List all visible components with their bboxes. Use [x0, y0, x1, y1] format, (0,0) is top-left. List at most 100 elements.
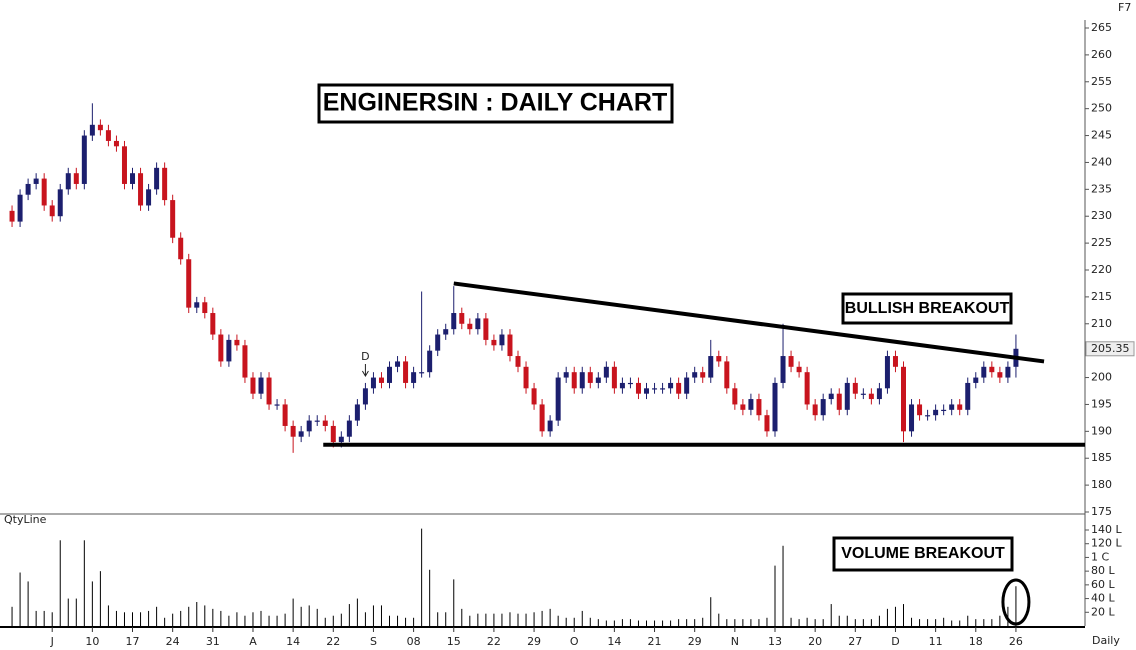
candle-body — [981, 366, 987, 378]
annotation-box — [832, 536, 1014, 572]
candle-body — [644, 388, 650, 394]
candle-body — [178, 237, 184, 260]
y-tick-label: 20 L — [1091, 605, 1115, 618]
candle-body — [523, 366, 529, 389]
x-tick-label: 24 — [166, 635, 180, 648]
x-tick-label: 29 — [688, 635, 702, 648]
x-tick-label: 15 — [447, 635, 461, 648]
candle-body — [539, 404, 545, 432]
corner-label: F7 — [1118, 1, 1131, 14]
candle-body — [515, 356, 521, 367]
last-price-box — [1085, 341, 1135, 357]
x-axis-label: Daily — [1092, 634, 1120, 647]
candle-body — [619, 382, 625, 389]
candle-body — [378, 377, 384, 383]
y-tick-label: 220 — [1091, 263, 1112, 276]
candle-body — [724, 361, 730, 389]
y-tick-label: 245 — [1091, 129, 1112, 142]
candle-body — [611, 366, 617, 389]
y-tick-label: 60 L — [1091, 578, 1115, 591]
y-tick-label: 200 — [1091, 371, 1112, 384]
candle-body — [884, 356, 890, 389]
candle-body — [282, 404, 288, 426]
candle-body — [868, 393, 874, 400]
x-tick-label: 20 — [808, 635, 822, 648]
candle-body — [973, 377, 979, 383]
candle-body — [57, 189, 63, 217]
candle-body — [547, 420, 553, 432]
candle-body — [65, 173, 71, 190]
x-tick-label: 27 — [848, 635, 862, 648]
candle-body — [892, 356, 898, 367]
candle-body — [700, 372, 706, 378]
candle-body — [764, 415, 770, 432]
candle-body — [33, 178, 39, 184]
candle-body — [411, 372, 417, 383]
x-tick-label: 08 — [407, 635, 421, 648]
x-tick-label: O — [570, 635, 579, 648]
annotation-box — [841, 292, 1013, 325]
x-tick-label: 22 — [487, 635, 501, 648]
y-tick-label: 215 — [1091, 290, 1112, 303]
candle-body — [555, 377, 561, 421]
candle-body — [684, 377, 690, 394]
candle-body — [692, 372, 698, 378]
candle-body — [370, 377, 376, 389]
candle-body — [1005, 366, 1011, 378]
y-tick-label: 40 L — [1091, 592, 1115, 605]
candle-body — [660, 388, 666, 390]
candle-body — [571, 372, 577, 389]
y-tick-label: 240 — [1091, 155, 1112, 168]
candle-body — [226, 339, 232, 362]
candle-body — [595, 377, 601, 383]
candle-body — [266, 377, 272, 405]
candle-body — [330, 425, 336, 443]
candle-body — [716, 356, 722, 362]
x-tick-label: 13 — [768, 635, 782, 648]
x-tick-label: A — [249, 635, 257, 648]
x-tick-label: 31 — [206, 635, 220, 648]
candle-body — [788, 356, 794, 367]
candle-body — [89, 124, 95, 136]
candle-body — [804, 372, 810, 405]
candle-body — [820, 399, 826, 416]
candle-body — [708, 356, 714, 378]
candle-body — [483, 318, 489, 340]
x-tick-label: 21 — [648, 635, 662, 648]
candle-body — [138, 173, 144, 206]
candle-body — [780, 356, 786, 383]
candle-body — [346, 420, 352, 437]
candle-body — [668, 382, 674, 389]
candle-body — [113, 140, 119, 147]
y-tick-label: 1 C — [1091, 550, 1109, 563]
candle-body — [756, 399, 762, 416]
candle-body — [250, 377, 256, 394]
y-tick-label: 235 — [1091, 182, 1112, 195]
candle-body — [475, 318, 481, 330]
candle-body — [186, 259, 192, 308]
candle-body — [499, 334, 505, 346]
x-tick-label: 14 — [286, 635, 300, 648]
candle-body — [451, 313, 457, 330]
candle-body — [563, 372, 569, 378]
candle-body — [435, 334, 441, 351]
candle-body — [146, 189, 152, 206]
candle-body — [322, 420, 328, 426]
pane-title: QtyLine — [4, 513, 47, 526]
y-tick-label: 265 — [1091, 21, 1112, 34]
candle-body — [25, 183, 31, 195]
candle-body — [740, 404, 746, 410]
x-tick-label: 10 — [85, 635, 99, 648]
candle-body — [852, 382, 858, 394]
candle-body — [909, 404, 915, 432]
y-tick-label: 80 L — [1091, 564, 1115, 577]
candle-body — [900, 366, 906, 432]
chart-title: ENGINERSIN : DAILY CHART — [323, 89, 667, 117]
candle-body — [949, 404, 955, 410]
candle-body — [354, 404, 360, 421]
candle-body — [997, 372, 1003, 378]
candle-body — [844, 382, 850, 410]
x-tick-label: 26 — [1009, 635, 1023, 648]
candle-body — [467, 323, 473, 330]
candle-body — [507, 334, 513, 357]
